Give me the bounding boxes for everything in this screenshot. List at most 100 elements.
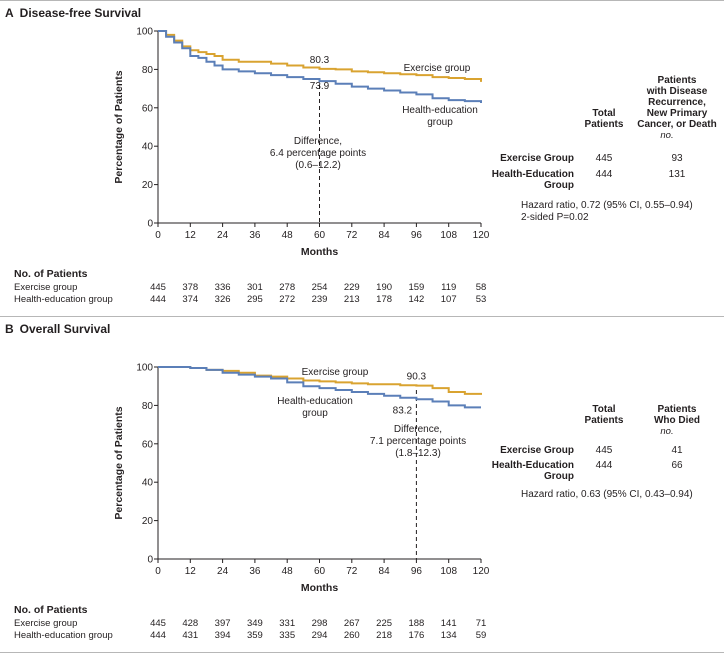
- summary-col1-header: Patients: [585, 415, 624, 426]
- summary-row-events: 131: [669, 169, 686, 180]
- summary-unit: no.: [660, 130, 673, 141]
- risk-table-header: No. of Patients: [14, 268, 88, 280]
- summary-row-events: 41: [671, 445, 683, 456]
- difference-annotation: (1.8–12.3): [395, 448, 441, 459]
- x-tick-label: 84: [379, 230, 391, 241]
- x-tick-label: 84: [379, 566, 391, 577]
- difference-annotation: Difference,: [294, 136, 342, 147]
- risk-table-value: 159: [408, 282, 424, 293]
- summary-row-group: Health-Education: [492, 460, 574, 471]
- panel-disease-free-survival: A Disease-free Survival 0 12 24 36 48 60 72 84 96…: [0, 0, 724, 317]
- summary-row-events: 66: [671, 460, 683, 471]
- summary-row-group: Health-Education: [492, 169, 574, 180]
- difference-annotation: 6.4 percentage points: [270, 148, 366, 159]
- summary-col2-header: Who Died: [654, 415, 700, 426]
- risk-table-value: 428: [182, 618, 198, 629]
- x-tick-label: 0: [155, 566, 161, 577]
- y-axis-title: Percentage of Patients: [113, 70, 125, 183]
- summary-row-total: 444: [596, 460, 613, 471]
- summary-footnote: Hazard ratio, 0.72 (95% CI, 0.55–0.94): [521, 200, 693, 211]
- x-axis-title: Months: [301, 582, 338, 594]
- panel-header: A Disease-free Survival: [5, 6, 141, 20]
- x-tick-label: 96: [411, 230, 423, 241]
- summary-col2-header: Patients: [658, 404, 697, 415]
- series-label: group: [427, 117, 453, 128]
- risk-table-value: 294: [312, 630, 328, 641]
- value-annotation: 73.9: [310, 81, 330, 92]
- risk-table-value: 295: [247, 294, 263, 305]
- risk-table-value: 225: [376, 618, 392, 629]
- risk-table-value: 445: [150, 618, 166, 629]
- summary-col1-header: Total: [592, 108, 615, 119]
- risk-table-value: 374: [182, 294, 198, 305]
- y-tick-label: 60: [142, 439, 154, 450]
- series-line-health-education: [158, 30, 482, 103]
- y-axis-title: Percentage of Patients: [113, 406, 125, 519]
- difference-annotation: (0.6–12.2): [295, 160, 341, 171]
- panel-header: B Overall Survival: [5, 322, 110, 336]
- risk-table-value: 119: [441, 282, 456, 293]
- panel-letter: B: [5, 322, 14, 336]
- y-tick-label: 80: [142, 65, 154, 76]
- risk-table-value: 71: [476, 618, 487, 629]
- summary-col1-header: Total: [592, 404, 615, 415]
- series-label: Health-education: [402, 105, 478, 116]
- risk-table-value: 431: [182, 630, 198, 641]
- risk-table-value: 176: [408, 630, 424, 641]
- y-tick-label: 20: [142, 180, 154, 191]
- x-axis-title: Months: [301, 246, 338, 258]
- y-tick-label: 100: [136, 363, 153, 374]
- series-label: group: [302, 408, 328, 419]
- summary-row-total: 445: [596, 445, 613, 456]
- y-tick-label: 60: [142, 103, 154, 114]
- series-label: Exercise group: [404, 63, 471, 74]
- risk-table-value: 188: [408, 618, 424, 629]
- risk-table-value: 394: [215, 630, 231, 641]
- risk-table-value: 378: [182, 282, 198, 293]
- panel-overall-survival: B Overall Survival 0 12 24 36 48 60 72 84 96 108 12…: [0, 316, 724, 653]
- series-label: Health-education: [277, 396, 353, 407]
- x-tick-label: 108: [440, 230, 457, 241]
- risk-table-value: 301: [247, 282, 263, 293]
- x-tick-label: 36: [249, 566, 261, 577]
- summary-col2-header: Recurrence,: [648, 97, 706, 108]
- risk-table-value: 53: [476, 294, 487, 305]
- risk-table-value: 335: [279, 630, 295, 641]
- risk-table-value: 107: [441, 294, 457, 305]
- summary-row-group: Exercise Group: [500, 153, 574, 164]
- risk-table-value: 326: [215, 294, 231, 305]
- summary-col2-header: Cancer, or Death: [637, 119, 716, 130]
- x-tick-label: 60: [314, 230, 326, 241]
- risk-table-row-label: Health-education group: [14, 630, 113, 641]
- risk-table-value: 444: [150, 630, 166, 641]
- summary-row-events: 93: [671, 153, 683, 164]
- risk-table-value: 134: [441, 630, 457, 641]
- risk-table-value: 444: [150, 294, 166, 305]
- panel-letter: A: [5, 6, 14, 20]
- x-tick-label: 0: [155, 230, 161, 241]
- x-tick-label: 48: [282, 230, 294, 241]
- risk-table-value: 278: [279, 282, 295, 293]
- risk-table-value: 190: [376, 282, 392, 293]
- value-annotation: 80.3: [310, 55, 330, 66]
- risk-table-value: 349: [247, 618, 263, 629]
- y-tick-label: 40: [142, 478, 154, 489]
- risk-table-value: 59: [476, 630, 487, 641]
- risk-table-value: 218: [376, 630, 392, 641]
- risk-table-value: 254: [312, 282, 328, 293]
- risk-table-value: 397: [215, 618, 231, 629]
- risk-table-value: 267: [344, 618, 360, 629]
- summary-row-group: Group: [544, 180, 574, 191]
- x-tick-label: 24: [217, 230, 229, 241]
- risk-table-value: 58: [476, 282, 487, 293]
- x-tick-label: 12: [185, 230, 197, 241]
- series-line-health-education: [158, 366, 481, 409]
- risk-table-value: 213: [344, 294, 360, 305]
- risk-table-header: No. of Patients: [14, 604, 88, 616]
- risk-table-value: 272: [279, 294, 295, 305]
- summary-row-total: 445: [596, 153, 613, 164]
- y-tick-label: 0: [147, 219, 153, 230]
- series-label: Exercise group: [302, 367, 369, 378]
- risk-table-row-label: Exercise group: [14, 282, 77, 293]
- summary-col2-header: Patients: [658, 75, 697, 86]
